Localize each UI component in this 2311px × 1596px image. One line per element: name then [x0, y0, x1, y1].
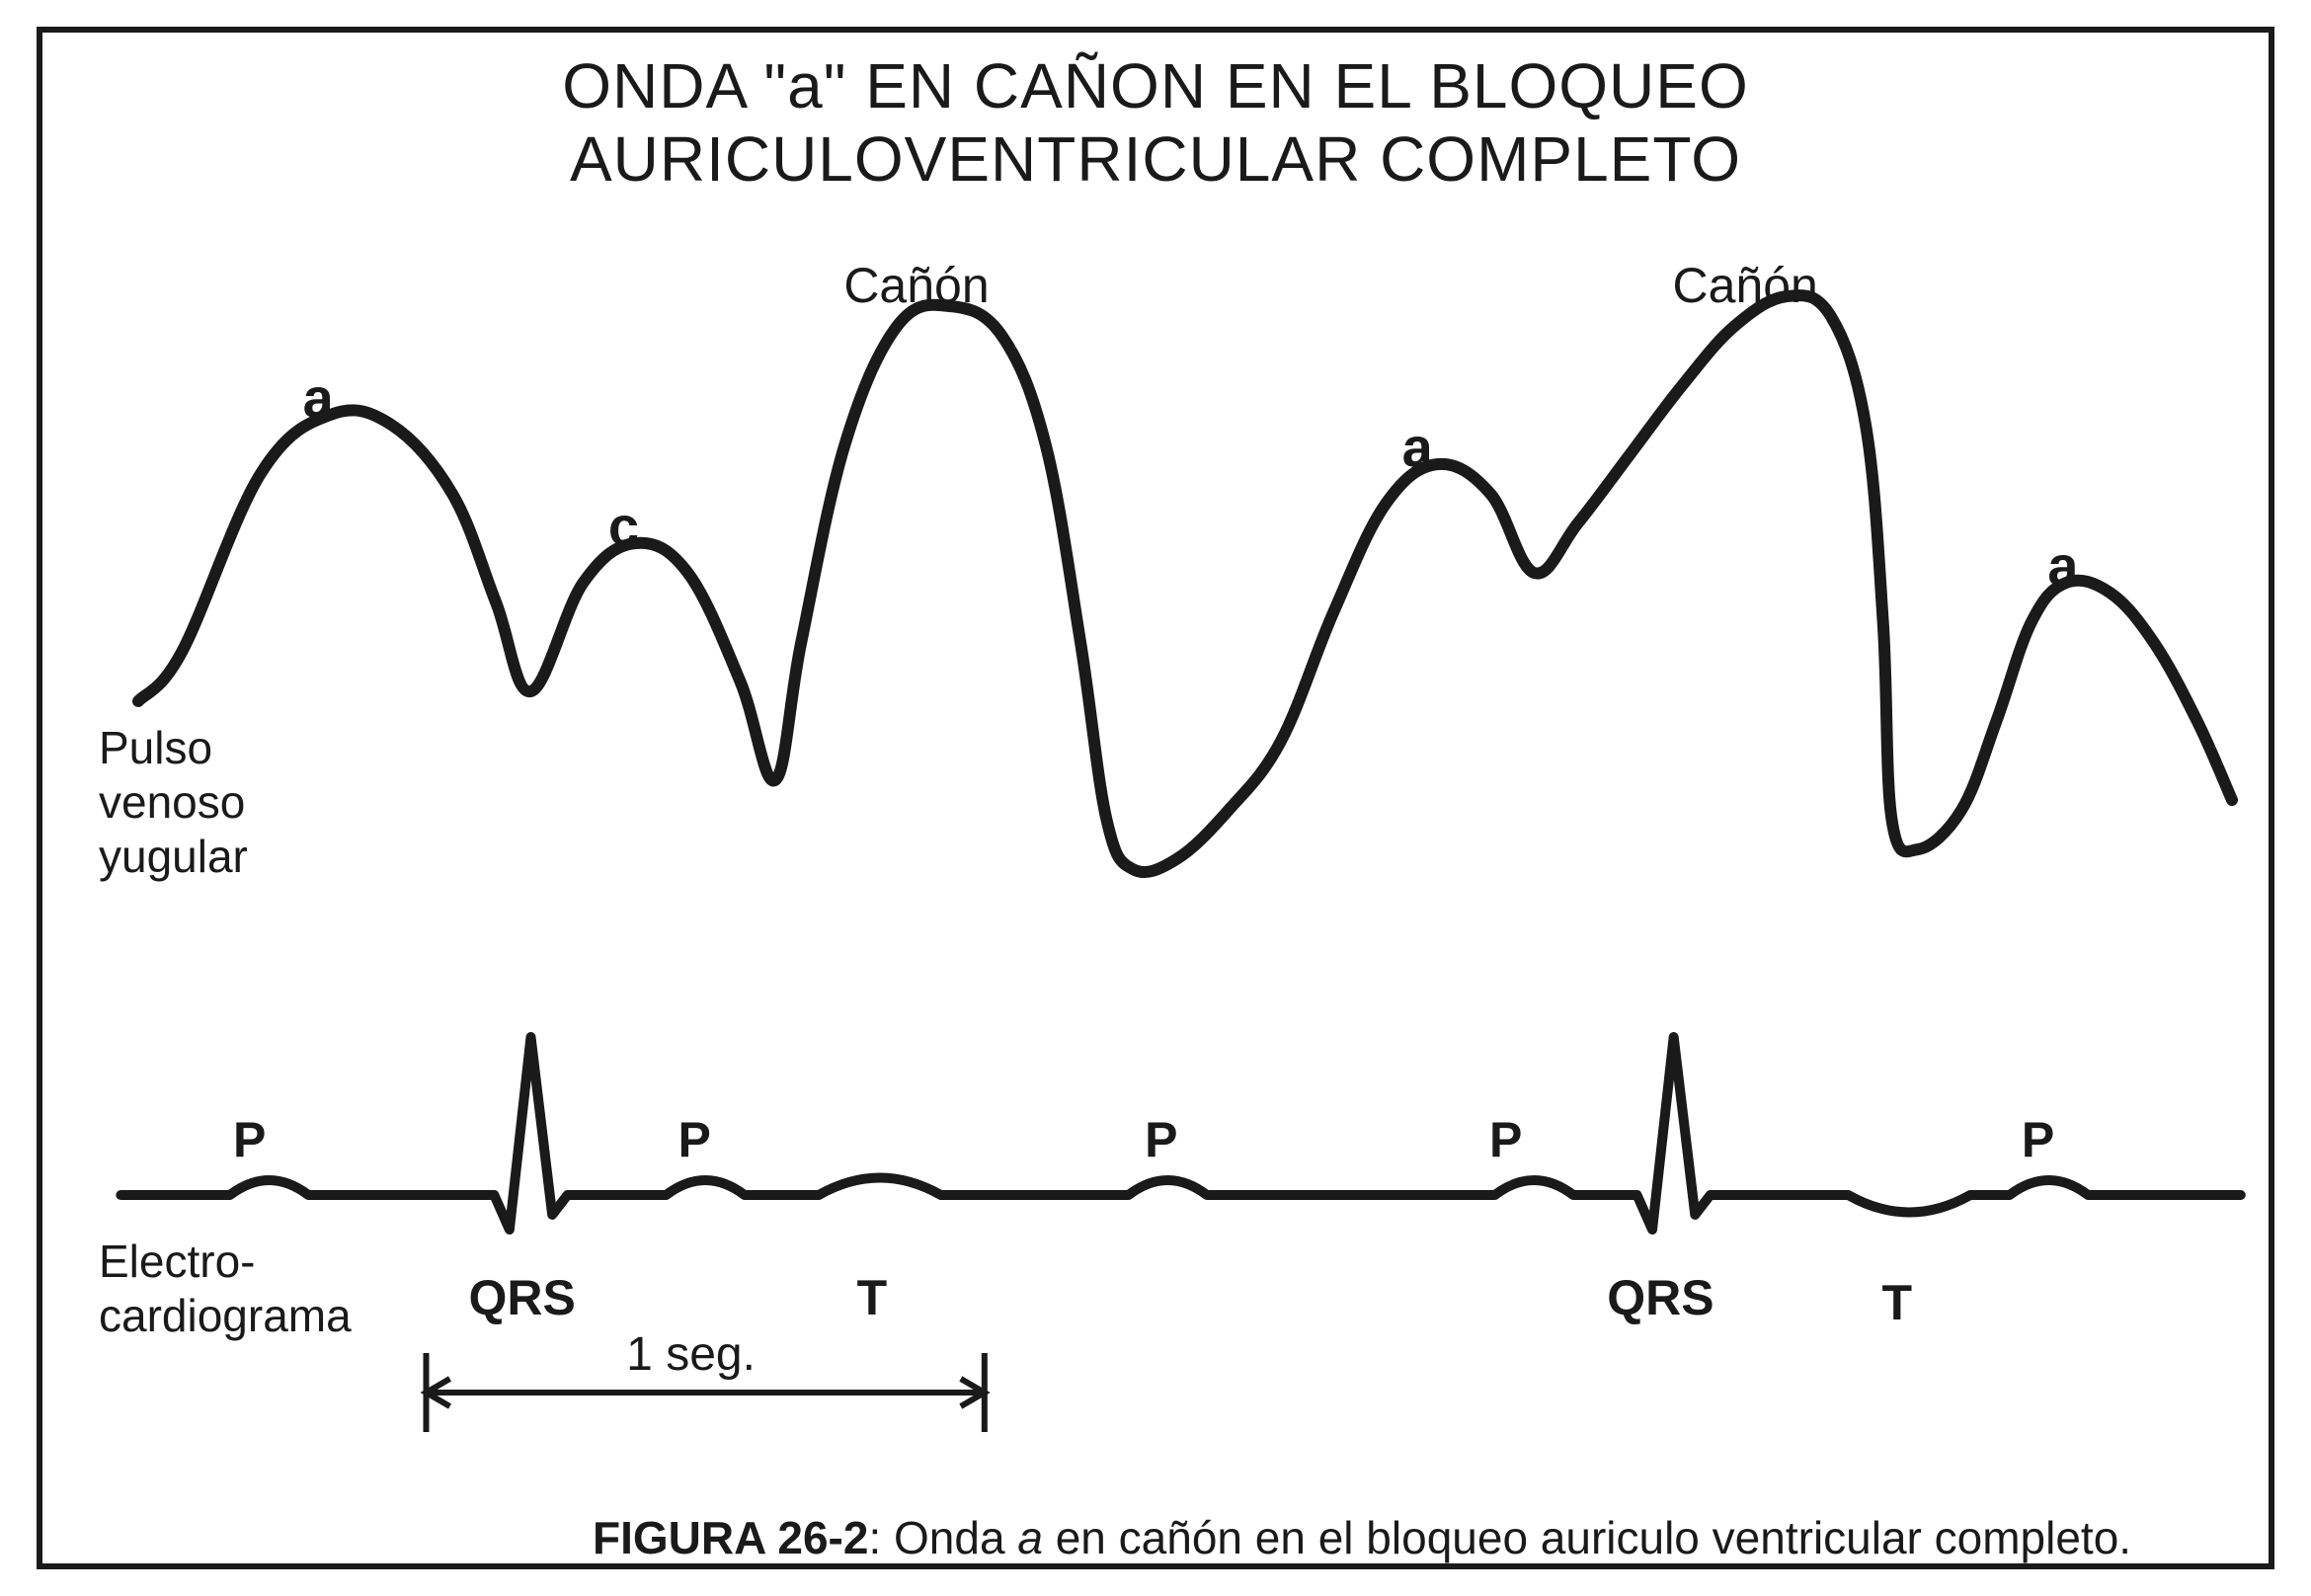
jvp-annotation-1: c	[608, 494, 639, 558]
ecg-annotation-1: P	[678, 1111, 711, 1168]
jvp-annotation-5: a	[2047, 533, 2078, 598]
jvp-annotation-4: Cañón	[1673, 257, 1818, 314]
ecg-label-line1: Electro-	[99, 1235, 255, 1288]
ecg-annotation-0: P	[233, 1111, 266, 1168]
jvp-label-line2: venoso	[99, 775, 245, 829]
ecg-label-line2: cardiograma	[99, 1289, 352, 1342]
ecg-annotation-6: QRS	[1607, 1269, 1713, 1326]
timebar-label: 1 seg.	[626, 1327, 756, 1382]
waveform-plot	[0, 0, 2311, 1596]
figure-caption: FIGURA 26-2: Onda a en cañón en el bloqu…	[593, 1511, 2131, 1564]
ecg-annotation-3: P	[1489, 1111, 1522, 1168]
ecg-annotation-5: QRS	[469, 1269, 576, 1326]
ecg-annotation-8: T	[1882, 1274, 1913, 1331]
jvp-label-line3: yugular	[99, 830, 248, 883]
ecg-annotation-4: P	[2022, 1111, 2054, 1168]
caption-prefix: FIGURA 26-2	[593, 1512, 868, 1563]
ecg-annotation-7: T	[857, 1269, 888, 1326]
jvp-annotation-3: a	[1402, 415, 1433, 479]
jvp-annotation-2: Cañón	[843, 257, 989, 314]
jvp-annotation-0: a	[303, 365, 334, 430]
caption-text: : Onda a en cañón en el bloqueo auriculo…	[868, 1512, 2131, 1563]
ecg-annotation-2: P	[1145, 1111, 1177, 1168]
jvp-label-line1: Pulso	[99, 721, 212, 774]
